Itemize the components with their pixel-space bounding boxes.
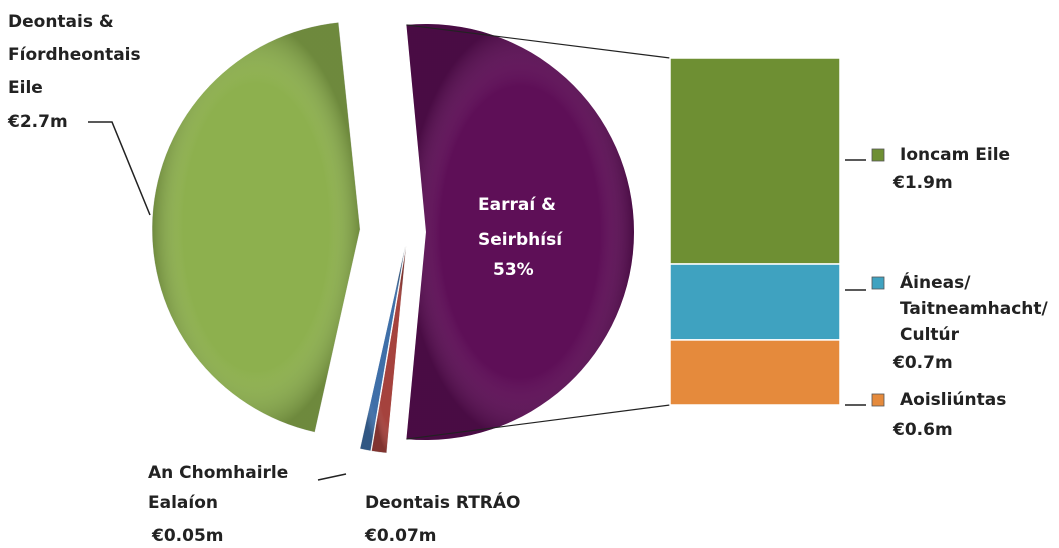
connector — [406, 404, 671, 440]
value-label: €0.07m — [364, 526, 437, 546]
connector — [406, 24, 671, 59]
label: Cultúr — [900, 325, 960, 345]
value-label: €2.7m — [7, 112, 68, 132]
bar-segment — [669, 339, 841, 406]
label: Seirbhísí — [478, 230, 563, 250]
label: Fíordheontais — [8, 45, 141, 65]
label: Ealaíon — [148, 493, 218, 513]
value-label: €0.05m — [151, 526, 224, 546]
shade — [406, 24, 634, 440]
label: Aoisliúntas — [900, 390, 1006, 410]
value-label: €0.7m — [892, 353, 953, 373]
value-label: €0.6m — [892, 420, 953, 440]
label: Deontais RTRÁO — [365, 491, 521, 513]
value-label: 53% — [493, 260, 534, 280]
leader-line — [88, 121, 151, 216]
label: Earraí & — [478, 195, 556, 215]
label: Deontais & — [8, 12, 114, 32]
legend-swatch — [871, 276, 885, 290]
legend-swatch — [871, 148, 885, 162]
shade — [152, 22, 361, 433]
bar-segment — [669, 263, 841, 341]
label: Áineas/ — [900, 271, 971, 293]
label: Taitneamhacht/ — [900, 299, 1049, 319]
shade — [360, 245, 406, 451]
label: Ioncam Eile — [900, 145, 1010, 165]
bar-segment — [669, 57, 841, 265]
legend-swatch — [871, 393, 885, 407]
value-label: €1.9m — [892, 173, 953, 193]
leader-line — [317, 473, 347, 481]
shade — [371, 245, 407, 453]
label: An Chomhairle — [148, 463, 288, 483]
label: Eile — [8, 78, 43, 98]
